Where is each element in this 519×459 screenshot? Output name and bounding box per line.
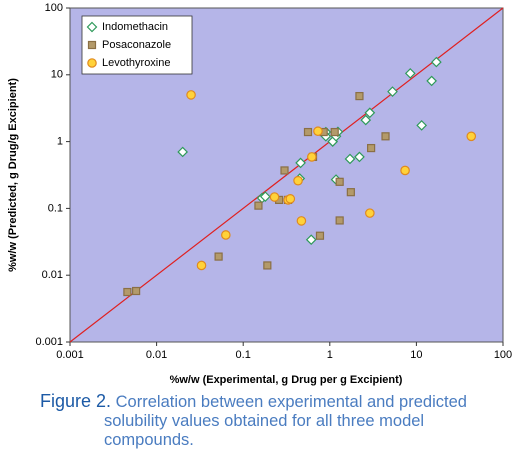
point xyxy=(259,191,271,202)
point xyxy=(335,177,344,186)
point xyxy=(221,230,231,240)
legend: Indomethacin Posaconazole Levothyroxine xyxy=(81,15,193,75)
point xyxy=(280,166,289,175)
point xyxy=(186,90,196,100)
point xyxy=(404,68,416,79)
point xyxy=(296,216,307,226)
point xyxy=(196,260,207,271)
point xyxy=(365,208,375,218)
point xyxy=(355,91,364,101)
point xyxy=(123,287,132,297)
point xyxy=(354,151,365,163)
point xyxy=(364,107,376,119)
x-tick-label: 1 xyxy=(327,349,333,361)
point xyxy=(367,143,376,153)
x-axis-label: %w/w (Experimental, g Drug per g Excipie… xyxy=(170,374,403,386)
point xyxy=(305,234,317,246)
legend-marker xyxy=(87,40,97,50)
point xyxy=(295,157,306,169)
caption-text: compounds. xyxy=(104,431,194,449)
point xyxy=(263,261,272,270)
point xyxy=(313,126,323,137)
legend-marker xyxy=(87,58,97,68)
y-axis-label: %w/w (Predicted, g Drug/g Excipient) xyxy=(7,78,19,272)
point xyxy=(303,127,313,137)
point xyxy=(431,56,442,68)
point xyxy=(269,192,280,202)
point xyxy=(307,152,317,162)
x-tick-label: 0.001 xyxy=(56,349,84,361)
caption-line: solubility values obtained for all three… xyxy=(40,412,515,431)
point xyxy=(400,165,410,176)
point xyxy=(416,120,428,131)
point xyxy=(466,131,477,142)
y-tick-label: 0.1 xyxy=(48,202,63,214)
point xyxy=(293,175,303,186)
caption-text: solubility values obtained for all three… xyxy=(104,412,425,430)
caption-line: compounds. xyxy=(40,431,515,450)
point xyxy=(360,114,372,126)
x-tick-label: 10 xyxy=(410,349,422,361)
point xyxy=(285,194,296,204)
legend-box xyxy=(81,15,193,75)
point xyxy=(426,75,437,87)
y-tick-label: 0.01 xyxy=(42,269,63,281)
legend-label: Indomethacin xyxy=(102,21,168,33)
point xyxy=(315,231,325,240)
caption-line: Figure 2. Correlation between experiment… xyxy=(40,392,515,412)
x-tick-label: 0.01 xyxy=(146,349,167,361)
x-tick-label: 0.1 xyxy=(236,349,251,361)
y-tick-label: 0.001 xyxy=(35,336,63,348)
y-tick-label: 10 xyxy=(51,69,63,81)
y-tick-label: 1 xyxy=(57,136,63,148)
caption-text: Correlation between experimental and pre… xyxy=(115,393,467,411)
x-tick-label: 100 xyxy=(494,349,512,361)
point xyxy=(387,86,398,97)
y-tick-label: 100 xyxy=(45,2,63,14)
legend-label: Levothyroxine xyxy=(102,57,171,69)
point xyxy=(330,127,339,137)
point xyxy=(214,252,223,261)
point xyxy=(254,201,263,210)
legend-label: Posaconazole xyxy=(102,39,171,51)
legend-marker xyxy=(86,21,98,33)
point xyxy=(346,188,355,197)
point xyxy=(344,153,356,165)
caption-label: Figure 2. xyxy=(40,391,112,411)
chart: %w/w (Experimental, g Drug per g Excipie… xyxy=(7,2,512,386)
point xyxy=(381,132,390,141)
point xyxy=(335,216,344,225)
caption: Figure 2. Correlation between experiment… xyxy=(40,392,515,450)
series xyxy=(186,90,477,271)
point xyxy=(177,146,189,158)
identity-line xyxy=(69,7,504,343)
point xyxy=(132,286,141,296)
